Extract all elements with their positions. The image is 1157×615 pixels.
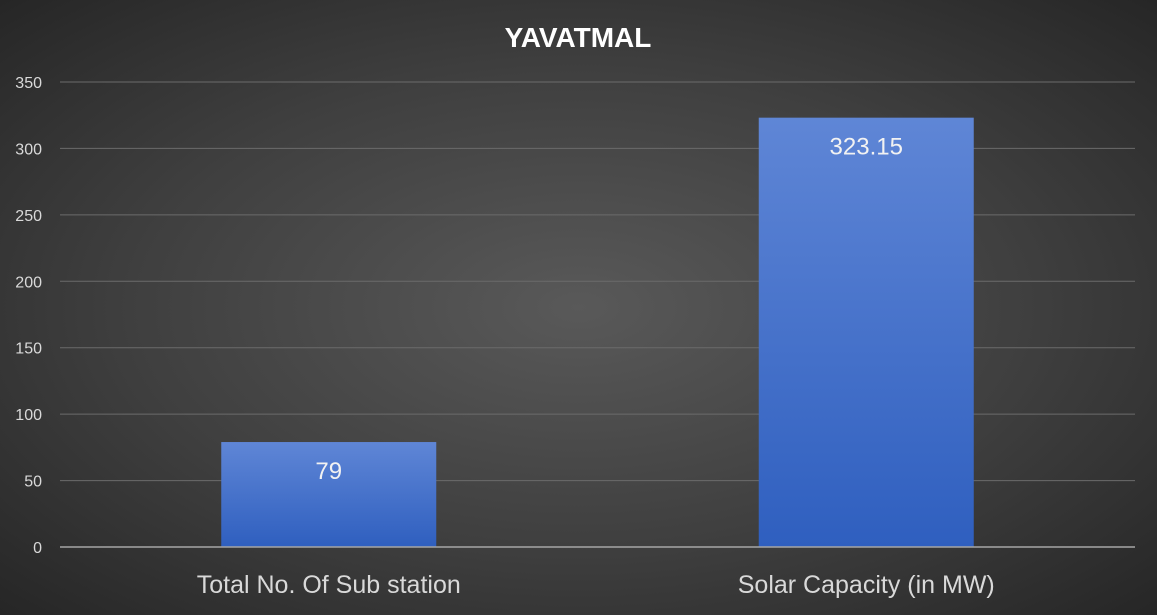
- bar-2: [758, 117, 974, 547]
- data-label: 323.15: [830, 134, 903, 161]
- y-tick-label: 150: [15, 341, 42, 358]
- x-tick-label: Solar Capacity (in MW): [738, 571, 995, 599]
- y-tick-label: 50: [24, 474, 42, 491]
- y-axis-tick-labels: 0 50 100 150 200 250 300 350: [15, 75, 42, 557]
- data-labels: 79 323.15: [315, 134, 903, 485]
- x-axis-tick-labels: Total No. Of Sub station Solar Capacity (…: [197, 571, 995, 599]
- y-tick-label: 200: [15, 274, 42, 291]
- y-tick-label: 100: [15, 407, 42, 424]
- y-tick-label: 0: [33, 540, 42, 557]
- data-label: 79: [315, 458, 342, 485]
- y-tick-label: 250: [15, 208, 42, 225]
- y-tick-label: 300: [15, 141, 42, 158]
- bar-1: [221, 442, 437, 547]
- chart-title: YAVATMAL: [505, 22, 652, 53]
- y-tick-label: 350: [15, 75, 42, 92]
- bars: [221, 117, 974, 547]
- x-tick-label: Total No. Of Sub station: [197, 571, 461, 599]
- gridlines: [60, 81, 1135, 482]
